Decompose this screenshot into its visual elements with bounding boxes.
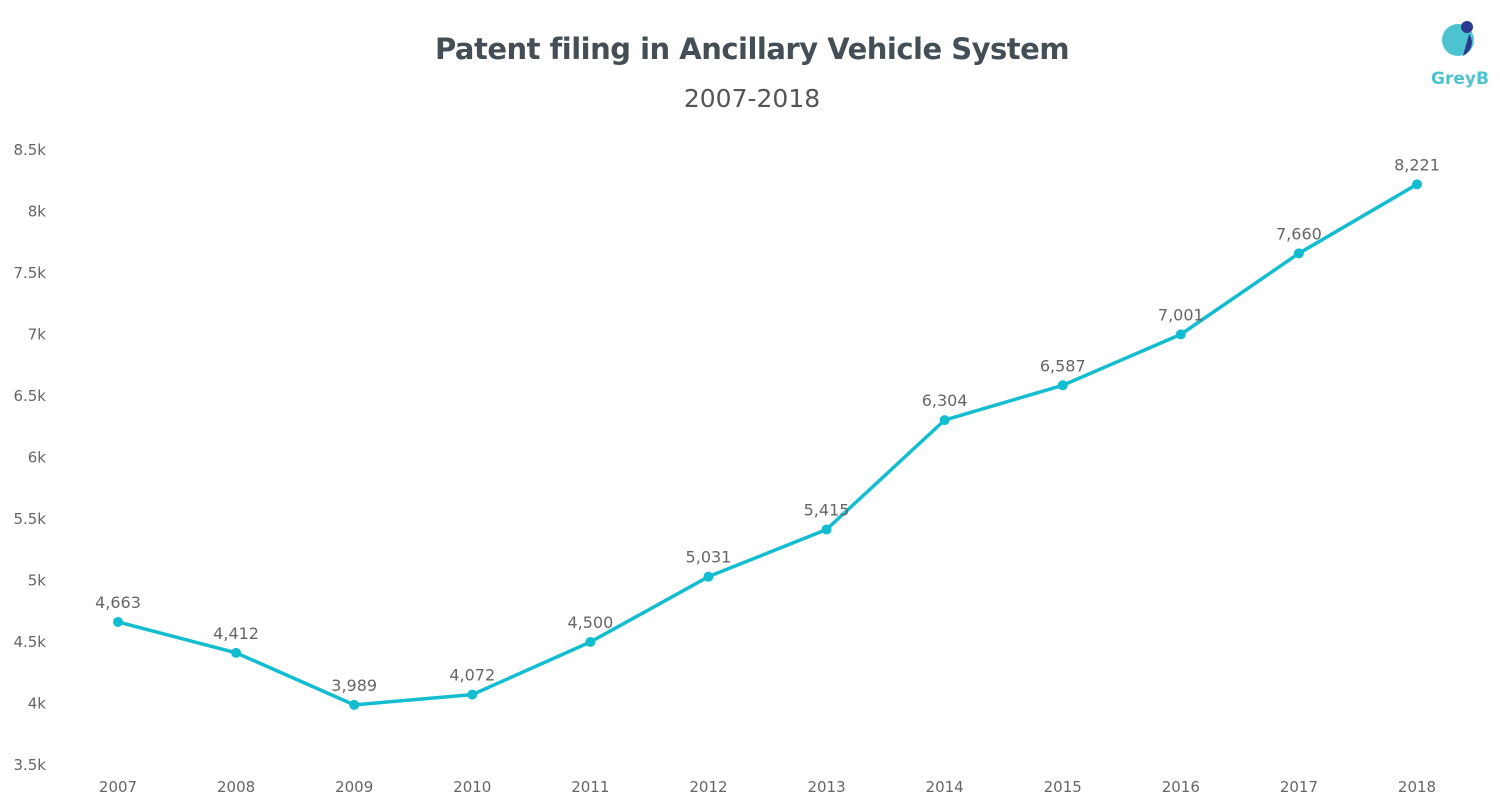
x-tick-label: 2010	[453, 778, 491, 796]
y-tick-label: 4.5k	[13, 633, 46, 651]
data-point	[1412, 179, 1422, 189]
data-point	[1294, 248, 1304, 258]
data-label: 6,304	[922, 391, 968, 410]
data-label: 5,415	[804, 500, 850, 519]
logo-text: GreyB	[1431, 69, 1489, 89]
data-label: 4,412	[213, 624, 259, 643]
data-label: 4,072	[449, 666, 495, 685]
x-tick-label: 2014	[926, 778, 964, 796]
x-tick-label: 2018	[1398, 778, 1436, 796]
data-point	[113, 617, 123, 627]
data-point	[940, 415, 950, 425]
data-label: 4,500	[567, 613, 613, 632]
x-tick-label: 2015	[1044, 778, 1082, 796]
data-label: 6,587	[1040, 356, 1086, 375]
data-label: 7,001	[1158, 305, 1204, 324]
y-tick-label: 8k	[28, 203, 47, 221]
data-point	[1058, 380, 1068, 390]
series-line	[118, 184, 1417, 705]
x-tick-label: 2016	[1162, 778, 1200, 796]
data-label: 3,989	[331, 676, 377, 695]
data-label: 8,221	[1394, 155, 1440, 174]
y-tick-label: 8.5k	[13, 141, 46, 159]
data-point	[231, 648, 241, 658]
x-tick-label: 2013	[807, 778, 845, 796]
x-tick-label: 2007	[99, 778, 137, 796]
y-tick-label: 7.5k	[13, 264, 46, 282]
x-tick-label: 2008	[217, 778, 255, 796]
x-tick-label: 2009	[335, 778, 373, 796]
x-tick-label: 2017	[1280, 778, 1318, 796]
data-label: 5,031	[686, 548, 732, 567]
data-point	[585, 637, 595, 647]
y-tick-label: 6k	[28, 449, 47, 467]
data-point	[467, 690, 477, 700]
y-tick-label: 3.5k	[13, 756, 46, 774]
data-point	[1176, 329, 1186, 339]
y-tick-label: 5.5k	[13, 510, 46, 528]
data-point	[822, 524, 832, 534]
y-tick-label: 6.5k	[13, 387, 46, 405]
y-tick-label: 7k	[28, 326, 47, 344]
greyb-logo: GreyB	[1425, 16, 1495, 91]
x-tick-label: 2011	[571, 778, 609, 796]
y-tick-label: 5k	[28, 572, 47, 590]
data-point	[703, 572, 713, 582]
logo-dot-icon	[1461, 21, 1473, 33]
x-tick-label: 2012	[689, 778, 727, 796]
data-point	[349, 700, 359, 710]
data-label: 4,663	[95, 593, 141, 612]
y-tick-label: 4k	[28, 695, 47, 713]
data-label: 7,660	[1276, 224, 1322, 243]
